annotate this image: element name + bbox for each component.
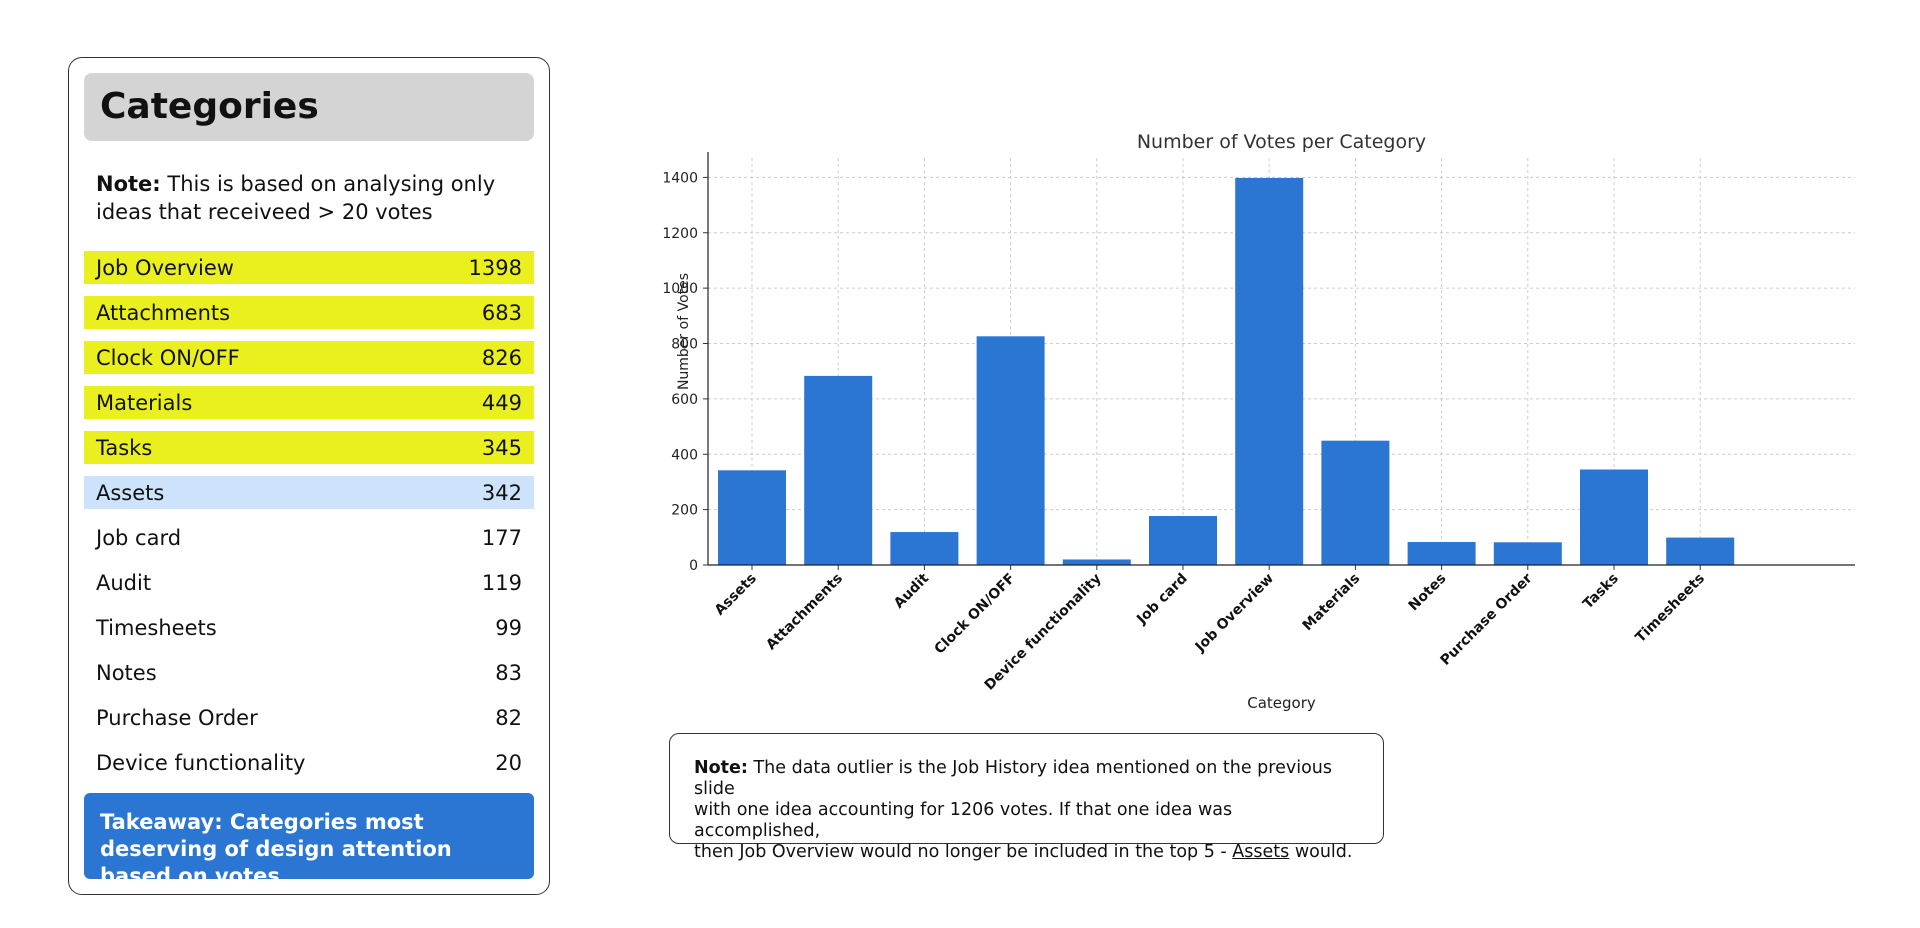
bar xyxy=(718,470,786,565)
x-tick-label: Tasks xyxy=(1580,571,1622,613)
category-votes: 1398 xyxy=(468,255,522,280)
bar xyxy=(804,375,873,565)
bar xyxy=(1666,537,1735,565)
y-tick-label: 1400 xyxy=(662,170,698,186)
categories-panel: Categories Note: This is based on analys… xyxy=(68,57,550,895)
category-row: Purchase Order 82 xyxy=(84,701,534,734)
category-votes: 83 xyxy=(495,660,522,685)
outlier-note: Note: The data outlier is the Job Histor… xyxy=(669,733,1384,862)
category-votes: 342 xyxy=(481,480,522,505)
category-row: Job card 177 xyxy=(84,521,534,554)
x-tick-label: Assets xyxy=(712,571,760,619)
category-row: Tasks 345 xyxy=(84,431,534,464)
category-row: Audit 119 xyxy=(84,566,534,599)
category-name: Attachments xyxy=(96,300,231,325)
bar xyxy=(1580,469,1648,565)
bar xyxy=(1062,559,1131,565)
category-row: Timesheets 99 xyxy=(84,611,534,644)
x-axis-label: Category xyxy=(1247,694,1316,712)
category-name: Clock ON/OFF xyxy=(96,345,240,370)
votes-chart: 0 200 400 600 800 1000 1200 1400 Assets Attachmen… xyxy=(660,110,1880,730)
x-tick-label: Audit xyxy=(891,570,932,611)
x-tick-label: Clock ON/OFF xyxy=(931,571,1018,658)
outlier-note-line1: The data outlier is the Job History idea… xyxy=(694,758,1333,799)
category-row: Materials 449 xyxy=(84,386,534,419)
x-tick-label: Attachments xyxy=(763,571,846,654)
category-list: Job Overview 1398 Attachments 683 Clock ON/O… xyxy=(84,251,534,791)
category-name: Purchase Order xyxy=(96,705,258,730)
panel-note: Note: This is based on analysing only id… xyxy=(96,170,526,226)
y-tick-label: 400 xyxy=(671,447,698,463)
panel-title: Categories xyxy=(84,73,534,141)
category-name: Audit xyxy=(96,570,152,595)
category-row: Attachments 683 xyxy=(84,296,534,329)
y-tick-label: 600 xyxy=(671,392,698,408)
category-votes: 826 xyxy=(481,345,522,370)
category-votes: 177 xyxy=(481,525,522,550)
bar xyxy=(976,336,1045,565)
category-row: Notes 83 xyxy=(84,656,534,689)
bar xyxy=(1493,542,1562,565)
category-votes: 82 xyxy=(495,705,522,730)
category-votes: 20 xyxy=(495,750,522,775)
x-tick-label: Job Overview xyxy=(1192,570,1277,655)
bar xyxy=(1149,515,1217,565)
x-tick-label: Materials xyxy=(1300,571,1364,635)
x-tick-label: Notes xyxy=(1406,571,1450,615)
chart-title: Number of Votes per Category xyxy=(1137,131,1426,153)
outlier-note-line3-end: would. xyxy=(1289,842,1353,862)
y-tick-label: 1200 xyxy=(662,226,698,242)
category-row: Assets 342 xyxy=(84,476,534,509)
category-name: Materials xyxy=(96,390,193,415)
votes-bar-chart: 0 200 400 600 800 1000 1200 1400 Assets Attachmen… xyxy=(662,131,1855,712)
category-votes: 345 xyxy=(481,435,522,460)
bar xyxy=(1407,542,1476,565)
takeaway-banner: Takeaway: Categories most deserving of d… xyxy=(84,793,534,888)
category-name: Device functionality xyxy=(96,750,306,775)
y-tick-label: 200 xyxy=(671,503,698,519)
category-row: Clock ON/OFF 826 xyxy=(84,341,534,374)
panel-note-label: Note: xyxy=(96,172,161,196)
y-axis-label: Number of Votes xyxy=(676,273,692,390)
category-name: Notes xyxy=(96,660,157,685)
bar xyxy=(890,532,959,565)
y-tick-label: 0 xyxy=(689,558,698,574)
category-name: Tasks xyxy=(96,435,153,460)
category-name: Job Overview xyxy=(96,255,234,280)
y-tick-label: 1000 xyxy=(662,281,698,297)
outlier-note-assets-link: Assets xyxy=(1232,842,1290,862)
x-tick-label: Job card xyxy=(1133,571,1191,629)
y-tick-label: 800 xyxy=(671,337,698,353)
category-votes: 449 xyxy=(481,390,522,415)
bar xyxy=(1235,177,1304,565)
category-votes: 683 xyxy=(481,300,522,325)
category-row: Device functionality 20 xyxy=(84,746,534,779)
bar xyxy=(1321,440,1390,565)
category-name: Assets xyxy=(96,480,165,505)
x-tick-label: Purchase Order xyxy=(1437,570,1535,668)
outlier-note-label: Note: xyxy=(694,758,748,778)
category-name: Timesheets xyxy=(96,615,217,640)
category-votes: 99 xyxy=(495,615,522,640)
panel-note-text: This is based on analysing only ideas th… xyxy=(96,172,496,224)
outlier-note-line3: then Job Overview would no longer be inc… xyxy=(694,842,1233,862)
category-votes: 119 xyxy=(481,570,522,595)
category-name: Job card xyxy=(96,525,182,550)
category-row: Job Overview 1398 xyxy=(84,251,534,284)
x-tick-label: Timesheets xyxy=(1633,571,1708,646)
outlier-note-line2: with one idea accounting for 1206 votes.… xyxy=(694,800,1233,841)
